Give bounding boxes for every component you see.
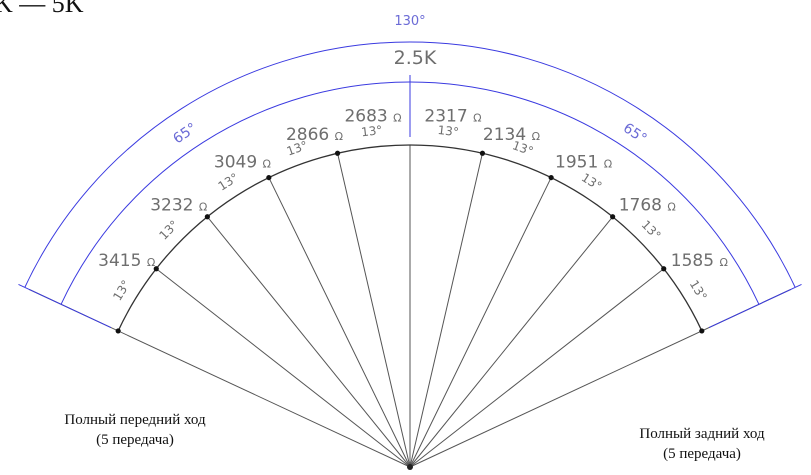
sector-line	[409, 177, 552, 468]
sector-angle-label: 13°	[156, 218, 181, 243]
sector-line	[206, 216, 411, 468]
right-half-angle-label: 65°	[620, 120, 650, 147]
sector-angle-label: 13°	[639, 218, 664, 243]
dimension-arcs	[18, 41, 802, 328]
resistance-value-label: 2683 Ω	[344, 106, 401, 126]
arc-tick	[661, 266, 667, 272]
sector-line	[409, 268, 665, 468]
resistance-value-label: 3049 Ω	[214, 152, 271, 172]
resistance-value-label: 2134 Ω	[483, 125, 540, 145]
arc-tick	[610, 214, 616, 220]
resistor-arc	[117, 144, 703, 332]
center-resistance-label: 2.5K	[394, 47, 437, 69]
arc-tick	[548, 174, 554, 181]
sector-angle-label: 13°	[216, 170, 241, 193]
resistance-value-label: 3415 Ω	[98, 251, 155, 271]
sector-line	[155, 268, 411, 468]
total-angle-label: 130°	[394, 14, 425, 29]
resistance-value-label: 1951 Ω	[555, 152, 612, 172]
sector-line	[409, 153, 483, 468]
sector-angle-label: 13°	[579, 170, 604, 193]
right-caption-line1: Полный задний ход	[639, 426, 765, 442]
arc-tick	[266, 174, 272, 181]
fan-lines	[29, 144, 791, 470]
sector-line	[337, 153, 411, 468]
labels: 130° 2.5K 65° 65° 13° 13° 13° 13° 13° 13° 13° 13° 13…	[98, 14, 728, 303]
arc-tick	[204, 214, 210, 220]
sector-line	[268, 177, 411, 468]
resistance-value-label: 2866 Ω	[286, 125, 343, 145]
arc-tick	[153, 266, 159, 272]
arc-tick	[479, 150, 486, 156]
left-half-angle-label: 65°	[170, 120, 200, 147]
sector-angle-label: 13°	[687, 278, 710, 303]
left-half-angle-arc	[60, 81, 411, 305]
sector-angle-label: 13°	[437, 123, 460, 139]
arc-tick	[699, 328, 705, 334]
arc-tick	[334, 150, 341, 156]
right-caption-line2: (5 передача)	[663, 446, 741, 462]
sector-line	[409, 216, 614, 468]
sector-angle-label: 13°	[285, 138, 310, 158]
pivot-point	[407, 464, 413, 470]
sector-angle-label: 13°	[510, 138, 535, 158]
arc-tick	[115, 328, 121, 334]
left-caption-line1: Полный передний ход	[64, 412, 206, 428]
resistance-value-label: 2317 Ω	[424, 106, 481, 126]
resistance-value-label: 1768 Ω	[619, 195, 676, 215]
left-caption-line2: (5 передача)	[96, 432, 174, 448]
resistance-value-label: 1585 Ω	[671, 251, 728, 271]
sector-angle-label: 13°	[110, 278, 133, 303]
resistance-value-label: 3232 Ω	[150, 195, 207, 215]
right-half-angle-arc	[409, 81, 760, 305]
header-fragment: K — 5K	[0, 0, 84, 18]
dimension-extension-line	[18, 283, 112, 328]
total-angle-arc	[24, 41, 796, 288]
dimension-extension-line	[708, 283, 802, 328]
sector-angle-label: 13°	[360, 123, 383, 139]
